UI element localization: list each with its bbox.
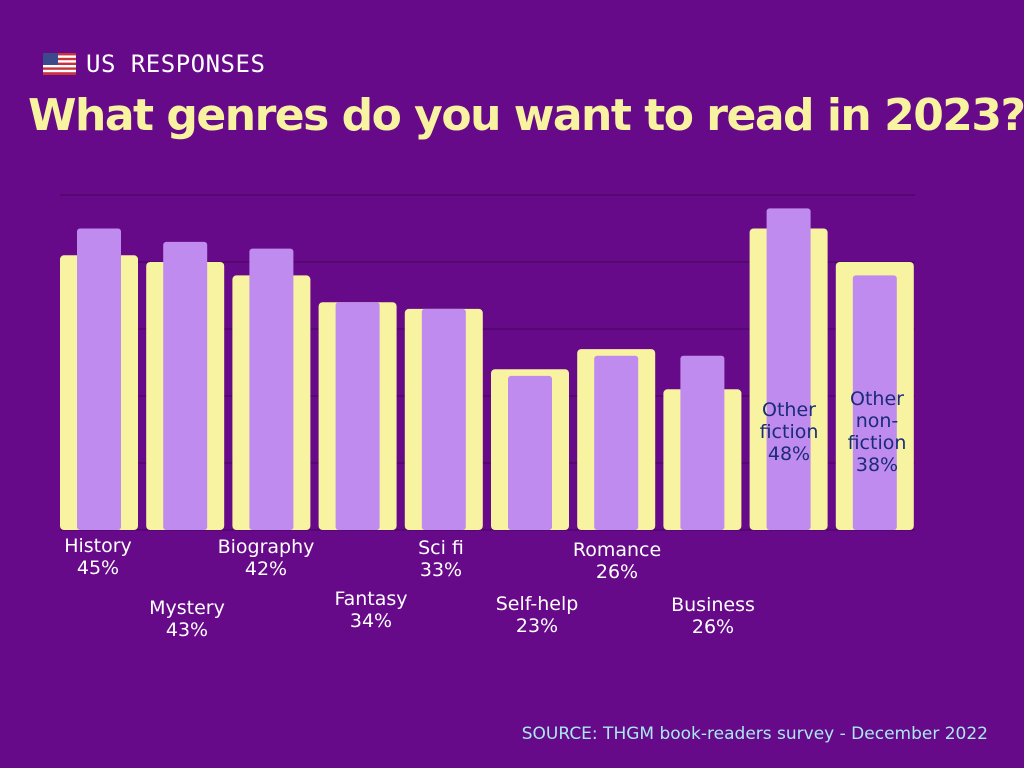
chart-title: What genres do you want to read in 2023? xyxy=(28,90,1024,141)
label-business: Business 26% xyxy=(671,594,755,638)
label-other-fiction: Other fiction 48% xyxy=(760,399,819,465)
bar-front-other-non-fiction xyxy=(852,275,897,530)
label-history: History 45% xyxy=(64,535,132,579)
label-self-help: Self-help 23% xyxy=(496,593,579,637)
bar-labels: History 45% Mystery 43% Biography 42% Fantasy 3… xyxy=(64,388,906,641)
chart-header: US RESPONSES xyxy=(43,50,265,78)
bar-front-mystery xyxy=(163,241,208,530)
label-sci-fi: Sci fi 33% xyxy=(418,537,464,581)
bar-front-other-fiction xyxy=(766,208,811,530)
label-romance: Romance 26% xyxy=(573,539,661,583)
label-biography: Biography 42% xyxy=(218,536,315,580)
bar-front-romance xyxy=(594,355,639,530)
bar-front-history xyxy=(77,228,121,530)
subtitle: US RESPONSES xyxy=(86,50,266,78)
bar-front-self-help xyxy=(508,375,552,530)
source-caption: SOURCE: THGM book-readers survey - Decem… xyxy=(521,724,988,744)
bar-front-biography xyxy=(249,248,294,530)
bar-front-business xyxy=(680,355,725,530)
label-mystery: Mystery 43% xyxy=(149,597,225,641)
label-other-non-fiction: Other non-fiction 38% xyxy=(848,388,907,476)
bar-front-fantasy xyxy=(335,302,380,530)
bars xyxy=(60,208,914,531)
us-flag-icon xyxy=(43,53,76,75)
bar-front-sci-fi xyxy=(421,308,466,530)
label-fantasy: Fantasy 34% xyxy=(334,588,407,632)
